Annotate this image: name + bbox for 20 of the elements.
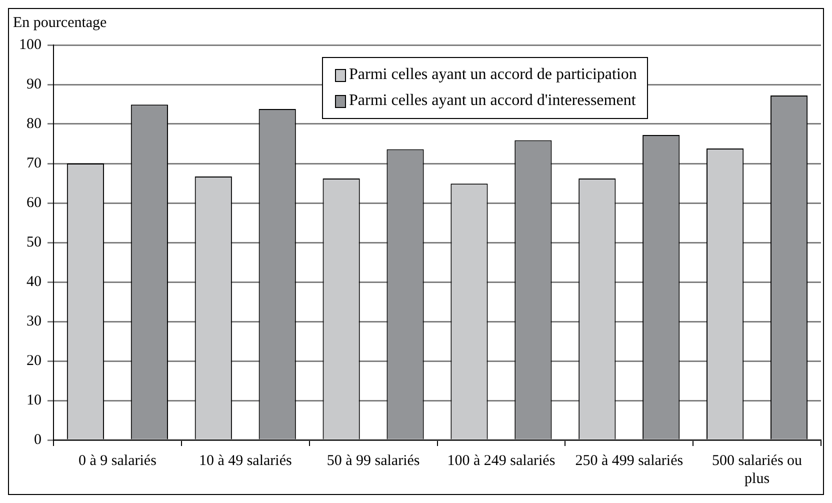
y-tick-label: 60 xyxy=(26,194,42,211)
y-tick-label: 0 xyxy=(34,432,42,448)
y-tick-label: 90 xyxy=(26,76,42,92)
y-tick-label: 50 xyxy=(26,234,42,250)
legend-label: Parmi celles ayant un accord d'interessement xyxy=(349,91,636,111)
x-tick-label: 0 à 9 salariés xyxy=(78,452,157,469)
y-tick-label: 80 xyxy=(26,116,42,132)
y-tick-label: 40 xyxy=(26,274,42,290)
legend-label: Parmi celles ayant un accord de participation xyxy=(349,65,637,85)
y-tick-label: 70 xyxy=(26,155,42,172)
y-tick-label: 30 xyxy=(26,313,42,330)
x-tick-label: 50 à 99 salariés xyxy=(326,452,420,469)
x-tick-label: 250 à 499 salariés xyxy=(575,452,684,469)
x-tick-label: 100 à 249 salariés xyxy=(447,452,556,469)
y-axis-title: En pourcentage xyxy=(13,15,107,32)
y-tick-label: 20 xyxy=(26,352,42,369)
x-tick-label: 10 à 49 salariés xyxy=(198,452,292,469)
y-tick-label: 100 xyxy=(19,36,42,53)
y-tick-label: 10 xyxy=(26,392,42,408)
x-tick-label: 500 salariés ou plus xyxy=(712,452,803,487)
